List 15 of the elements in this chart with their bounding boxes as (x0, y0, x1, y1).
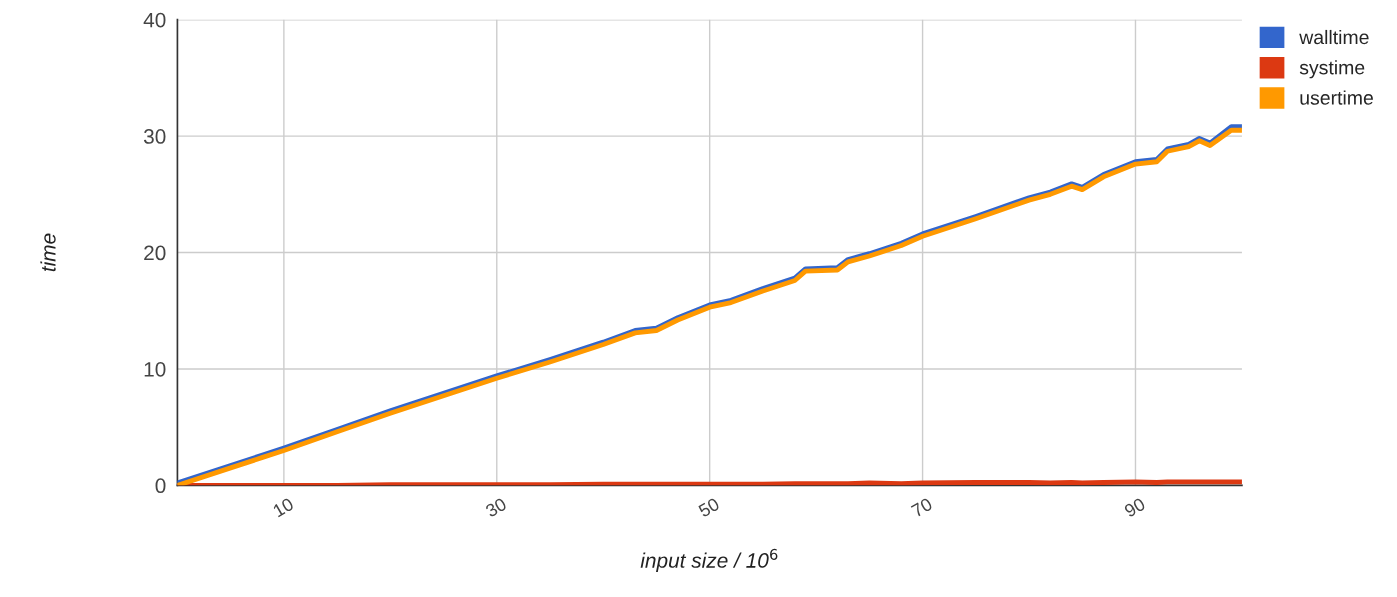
x-tick-label: 70 (910, 497, 934, 518)
y-tick-label: 40 (143, 12, 166, 28)
x-axis-title: input size / 10$^{6}$ (640, 548, 778, 572)
y-tick-label: 0 (155, 478, 166, 494)
legend-label: usertime (1300, 90, 1373, 105)
x-tick-label: 30 (484, 497, 508, 518)
y-tick-label: 30 (143, 129, 166, 144)
y-axis-title: time (40, 233, 56, 272)
y-tick-label: 20 (144, 245, 166, 261)
x-tick-label: 50 (697, 497, 721, 518)
legend-label: systime (1299, 60, 1365, 79)
legend-label: walltime (1299, 29, 1369, 45)
y-tick-label: 10 (144, 361, 166, 377)
x-tick-label: 10 (272, 497, 295, 518)
x-tick-label: 90 (1123, 497, 1146, 518)
